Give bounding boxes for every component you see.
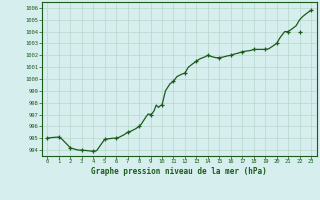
X-axis label: Graphe pression niveau de la mer (hPa): Graphe pression niveau de la mer (hPa) [91,167,267,176]
